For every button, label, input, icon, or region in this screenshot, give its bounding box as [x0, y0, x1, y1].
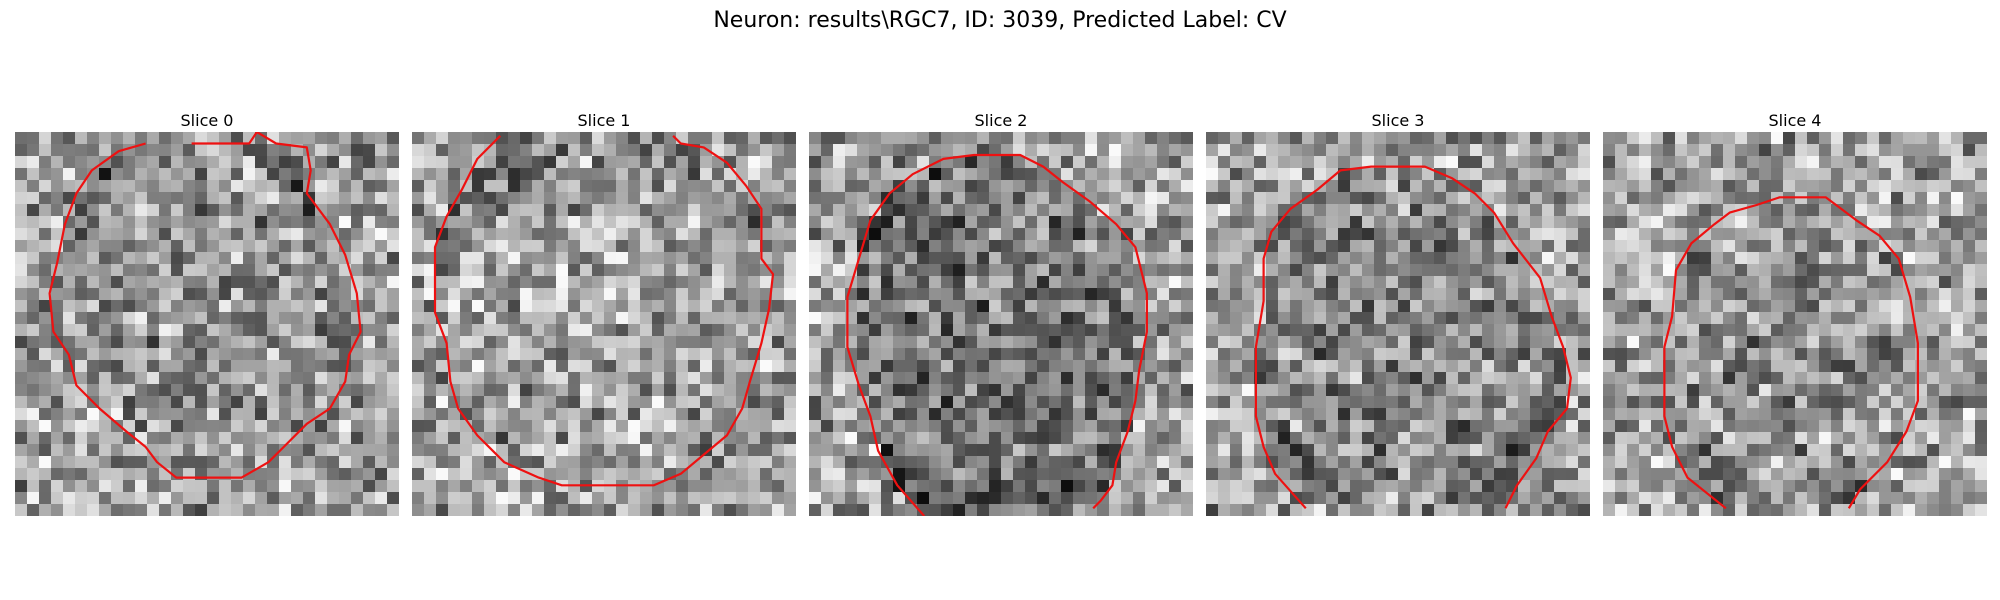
slice-image-2	[809, 132, 1193, 516]
slice-title-3: Slice 3	[1371, 111, 1425, 130]
slice-title-2: Slice 2	[974, 111, 1028, 130]
contour-line	[1663, 196, 1919, 510]
contour-line	[48, 132, 362, 479]
pixel-grid	[15, 132, 399, 516]
contour-line	[433, 135, 775, 487]
slice-panel-3: Slice 3	[1206, 110, 1590, 516]
slice-panel-2: Slice 2	[809, 110, 1193, 516]
slice-image-1	[412, 132, 796, 516]
slice-image-0	[15, 132, 399, 516]
slice-image-3	[1206, 132, 1590, 516]
pixel-grid	[1206, 132, 1590, 516]
slice-title-1: Slice 1	[577, 111, 631, 130]
slice-panel-4: Slice 4	[1603, 110, 1987, 516]
pixel-grid	[1603, 132, 1987, 516]
slice-title-4: Slice 4	[1768, 111, 1822, 130]
pixel-grid	[412, 132, 796, 516]
figure-title: Neuron: results\RGC7, ID: 3039, Predicte…	[713, 8, 1287, 33]
contour-line	[846, 153, 1148, 516]
slice-panel-1: Slice 1	[412, 110, 796, 516]
contour-line	[1254, 165, 1572, 510]
slice-panel-0: Slice 0	[15, 110, 399, 516]
slice-image-4	[1603, 132, 1987, 516]
pixel-grid	[809, 132, 1193, 516]
slice-title-0: Slice 0	[180, 111, 234, 130]
